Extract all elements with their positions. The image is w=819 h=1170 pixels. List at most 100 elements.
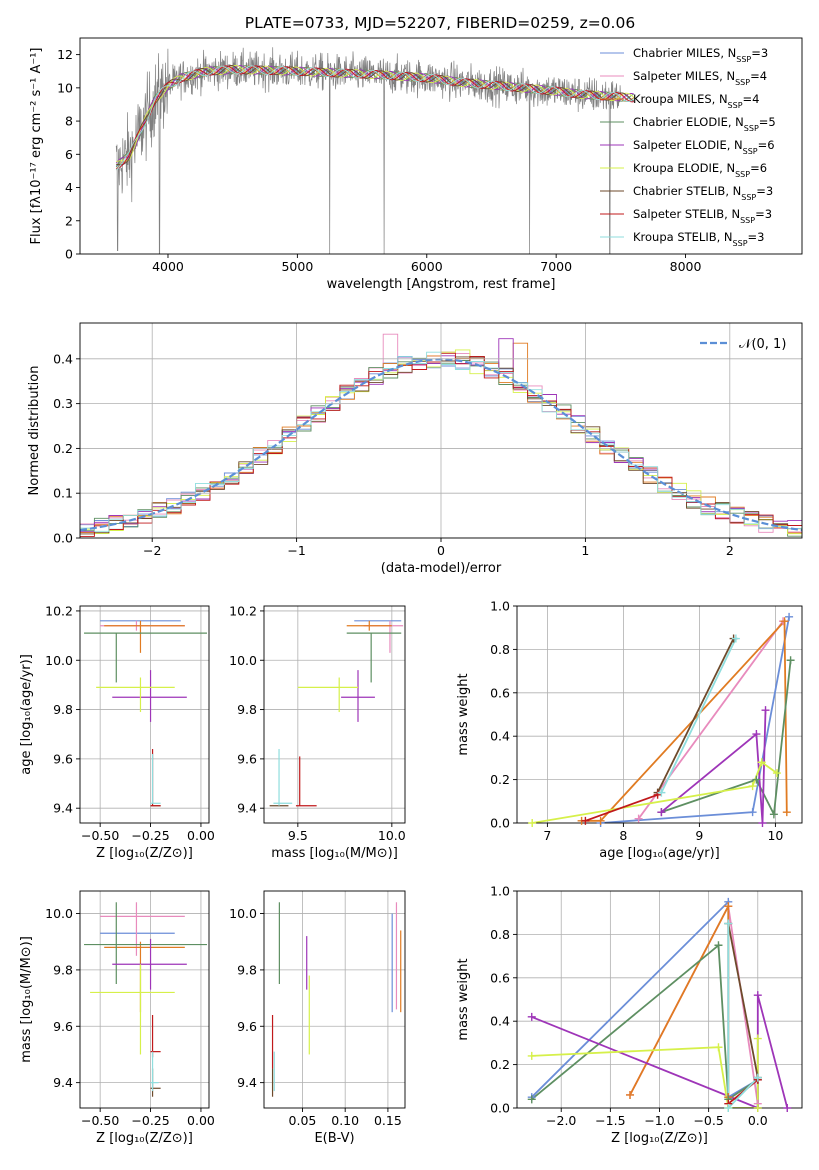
weight-marker [527, 1095, 536, 1104]
y-tick-label: 4 [65, 180, 73, 195]
weight-series-line [532, 760, 778, 823]
errorbar-point [346, 620, 392, 631]
errorbar-point [112, 938, 187, 990]
y-tick-label: 0.4 [490, 1014, 510, 1029]
y-tick-label: 0.0 [490, 816, 510, 831]
weight-marker [769, 810, 778, 819]
legend-subscript: SSP [733, 239, 748, 248]
y-tick-label: 0.2 [490, 1057, 510, 1072]
y-axis-label: mass weight [456, 673, 471, 755]
legend-label: Chabrier MILES, NSSP=3 [633, 46, 768, 64]
x-tick-label: −0.50 [81, 1113, 119, 1128]
panel-residual_hist: −2 −1 0 1 2 0.0 0.1 0.2 0.3 0.4 (data-model)/error… [27, 322, 803, 576]
weight-series-line [629, 905, 730, 1098]
weight-marker [527, 1012, 536, 1021]
y-tick-label: 6 [65, 147, 73, 162]
x-tick-label: 6000 [411, 259, 443, 274]
x-tick-label: 2 [726, 543, 734, 558]
model-spectrum-line [116, 65, 635, 166]
legend-label: Kroupa STELIB, NSSP=3 [633, 230, 764, 248]
weight-series-line [660, 638, 737, 793]
x-tick-label: 0.10 [331, 1113, 359, 1128]
x-tick-label: 0.0 [748, 1113, 768, 1128]
legend-count: =6 [750, 161, 767, 175]
weight-marker [724, 919, 733, 928]
x-tick-label: −1.5 [595, 1113, 625, 1128]
model-spectrum-line [115, 65, 634, 164]
weight-series-line [656, 638, 735, 793]
y-tick-label: 9.8 [53, 962, 73, 977]
weight-marker [753, 1104, 762, 1112]
model-spectrum-line [116, 65, 634, 169]
x-axis-label: E(B-V) [314, 1131, 354, 1146]
legend-label: Kroupa MILES, NSSP=4 [633, 92, 759, 110]
y-tick-label: 1.0 [490, 884, 510, 899]
y-axis-label: mass weight [456, 958, 471, 1040]
axes-frame [79, 890, 210, 1109]
legend-subscript: SSP [741, 193, 756, 202]
weight-marker [657, 808, 666, 817]
y-tick-label: 10.2 [45, 603, 73, 618]
x-axis-label: (data-model)/error [381, 561, 502, 576]
y-tick-label: 9.8 [237, 702, 257, 717]
axes-frame [79, 37, 803, 255]
weight-marker [782, 808, 791, 817]
errorbar-point [150, 1051, 159, 1092]
y-tick-label: 9.4 [53, 1075, 73, 1090]
y-tick-label: 2 [65, 213, 73, 228]
x-tick-label: 7 [543, 828, 551, 843]
x-axis-label: mass [log₁₀(M/M⊙)] [271, 846, 398, 861]
weight-marker [753, 991, 762, 1000]
x-tick-label: −2.0 [546, 1113, 576, 1128]
y-tick-label: 9.8 [237, 962, 257, 977]
panel-spectrum: 4000 5000 6000 7000 8000 0 2 4 6 8 10 12 wavelength … [29, 37, 803, 292]
y-tick-label: 0.0 [53, 531, 73, 546]
axes-frame [79, 322, 803, 539]
y-tick-label: 0.6 [490, 970, 510, 985]
weight-marker [714, 941, 723, 950]
x-tick-label: 10.0 [378, 828, 406, 843]
plot-area-weight_vs_Z [517, 891, 802, 1108]
axes-frame [516, 605, 803, 824]
errorbar-point [104, 620, 185, 653]
weight-series-line [727, 923, 759, 1108]
y-tick-label: 10.0 [229, 906, 257, 921]
errorbar-point [297, 677, 358, 713]
legend-count: =3 [755, 207, 772, 221]
errorbar-point [96, 677, 175, 713]
x-tick-label: 10 [767, 828, 783, 843]
x-axis-label: Z [log₁₀(Z/Z⊙)] [96, 1131, 193, 1146]
y-tick-label: 0.8 [490, 927, 510, 942]
x-tick-label: −0.50 [81, 828, 119, 843]
errorbar-point [346, 632, 402, 683]
legend-count: =5 [759, 115, 776, 129]
errorbar-point [84, 902, 207, 984]
panel-weight_vs_Z: −2.0 −1.5 −1.0 −0.5 0.0 0.0 0.2 0.4 0.6 0.8 1.0 Z [… [456, 884, 803, 1146]
y-tick-label: 9.4 [237, 1075, 257, 1090]
panel-age_vs_mass: 9.5 10.0 9.4 9.6 9.8 10.0 10.2 mass [log₁₀(M/M⊙… [229, 603, 406, 861]
y-tick-label: 9.6 [53, 1019, 73, 1034]
weight-marker [596, 816, 605, 825]
axes-frame [263, 890, 406, 1109]
weight-marker [714, 1043, 723, 1052]
weight-marker [748, 808, 757, 817]
plot-area-age_vs_mass [264, 606, 405, 823]
weight-marker [752, 730, 761, 739]
weight-series-line [661, 660, 792, 818]
panel-mass_vs_Z: −0.50 −0.25 0.00 9.4 9.6 9.8 10.0 Z [log₁₀(Z/Z⊙… [19, 890, 215, 1146]
plot-area-age_vs_Z [80, 606, 209, 823]
weight-marker [731, 634, 740, 643]
weight-marker [724, 1104, 733, 1112]
errorbar-point [150, 753, 161, 804]
x-tick-label: 8000 [670, 259, 702, 274]
y-tick-label: 9.4 [53, 801, 73, 816]
x-tick-label: 0.15 [374, 1113, 402, 1128]
x-tick-label: 0.00 [187, 828, 215, 843]
panel-mass_vs_ebv: 0.05 0.10 0.15 9.4 9.6 9.8 10.0 E(B-V) [229, 890, 406, 1146]
weight-series-line [637, 620, 784, 820]
weight-marker [634, 814, 643, 823]
plot-area-residual_hist [80, 323, 802, 538]
y-tick-label: 9.4 [237, 801, 257, 816]
panel-weight_vs_age: 7 8 9 10 0.0 0.2 0.4 0.6 0.8 1.0 age [log₁₀(age/yr… [456, 599, 803, 861]
